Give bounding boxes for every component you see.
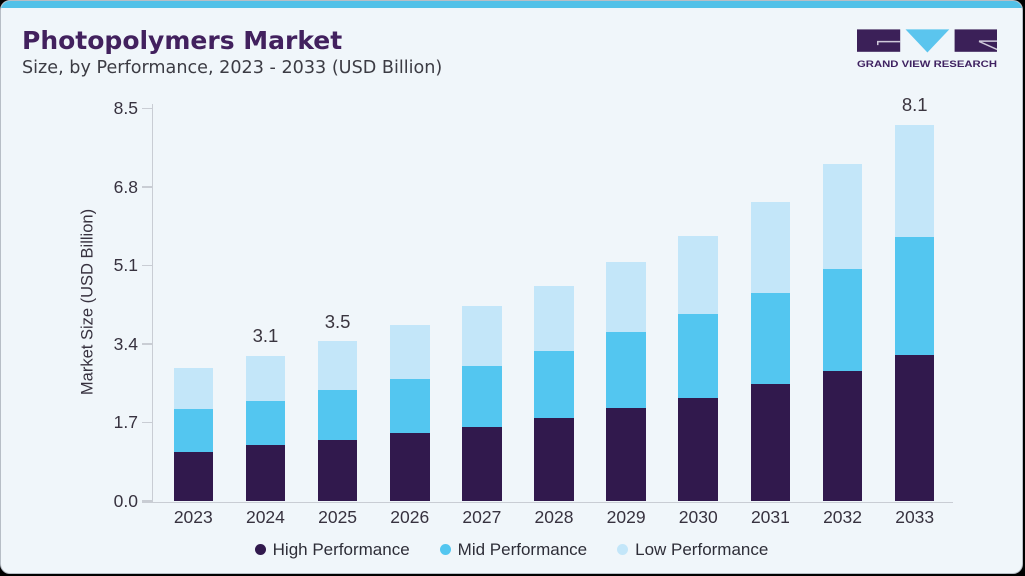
top-accent-strip (1, 1, 1022, 8)
x-axis-label-2026: 2026 (390, 506, 430, 527)
x-axis-label-2025: 2025 (318, 506, 358, 527)
bar-total-label-2033: 8.1 (901, 94, 928, 116)
bar-segment-mid-performance-2032 (822, 269, 863, 371)
bar-segment-mid-performance-2024 (245, 400, 286, 446)
logo-v-triangle (905, 29, 950, 53)
bar-segment-mid-performance-2029 (606, 332, 646, 409)
legend-item-high-performance: High Performance (254, 539, 410, 560)
bar-segment-low-performance-2030 (678, 235, 719, 314)
bar-segment-mid-performance-2023 (173, 409, 214, 452)
bar-segment-mid-performance-2027 (462, 366, 502, 427)
bar-segment-mid-performance-2028 (534, 350, 574, 418)
y-axis-line (151, 104, 154, 503)
x-axis-label-2028: 2028 (534, 506, 574, 527)
legend: High Performance Mid Performance Low Perfo… (1, 540, 1022, 560)
logo-g-stroke (877, 40, 901, 46)
bar-segment-high-performance-2033 (894, 354, 935, 501)
bar-segment-high-performance-2026 (389, 432, 430, 501)
x-axis-label-2023: 2023 (173, 506, 213, 527)
x-axis-line (142, 501, 953, 503)
legend-swatch-icon (254, 544, 266, 555)
bar-segment-mid-performance-2031 (750, 292, 791, 385)
bar-segment-mid-performance-2030 (678, 313, 719, 398)
bar-segment-mid-performance-2033 (894, 236, 935, 355)
bar-segment-mid-performance-2026 (389, 378, 430, 433)
bar-segment-high-performance-2024 (245, 445, 286, 501)
legend-swatch-icon (439, 544, 451, 555)
logo-r-stroke (978, 40, 997, 51)
y-axis-tick (142, 421, 153, 424)
bar-segment-low-performance-2031 (750, 202, 791, 293)
bar-segment-low-performance-2029 (606, 262, 646, 333)
y-axis-tick (142, 343, 153, 345)
bar-segment-low-performance-2025 (317, 341, 358, 391)
bar-segment-high-performance-2030 (678, 397, 719, 501)
x-axis-label-2033: 2033 (895, 506, 935, 527)
y-axis-title: Market Size (USD Billion) (78, 208, 97, 396)
bar-segment-high-performance-2025 (317, 440, 358, 501)
bar-segment-low-performance-2024 (245, 355, 286, 401)
bar-segment-low-performance-2023 (173, 368, 214, 410)
x-axis-label-2032: 2032 (823, 506, 863, 527)
x-axis-label-2030: 2030 (678, 506, 718, 527)
y-axis-tick-label: 5.1 (113, 255, 138, 276)
bar-total-label-2025: 3.5 (324, 310, 351, 332)
x-axis-label-2024: 2024 (245, 506, 285, 527)
bar-segment-high-performance-2032 (822, 370, 863, 501)
bar-total-label-2024: 3.1 (252, 325, 279, 347)
grand-view-research-logo: GRAND VIEW RESEARCH (857, 29, 997, 70)
legend-swatch-icon (617, 544, 629, 555)
bar-segment-low-performance-2033 (894, 124, 935, 237)
logo-wordmark: GRAND VIEW RESEARCH (857, 59, 997, 70)
bar-segment-high-performance-2023 (173, 451, 214, 501)
logo-g-block (857, 29, 901, 52)
y-axis-tick-label: 3.4 (113, 333, 138, 354)
y-axis-tick (142, 186, 153, 188)
x-axis-label-2029: 2029 (606, 506, 646, 527)
y-axis-tick-label: 0.0 (113, 491, 138, 511)
bar-segment-low-performance-2032 (822, 164, 863, 270)
y-axis-tick (142, 107, 153, 110)
chart-subtitle: Size, by Performance, 2023 - 2033 (USD B… (22, 58, 443, 78)
bar-segment-high-performance-2031 (750, 384, 791, 501)
x-axis-label-2031: 2031 (750, 506, 790, 527)
y-axis-tick (142, 500, 153, 502)
y-axis-tick-label: 6.8 (113, 176, 138, 197)
bar-segment-low-performance-2028 (534, 286, 574, 351)
legend-label: Mid Performance (457, 539, 588, 559)
y-axis-tick-label: 8.5 (113, 98, 138, 119)
logo-r-block (954, 29, 997, 52)
logo-mark (857, 29, 997, 53)
y-axis-tick (142, 264, 153, 267)
bar-segment-high-performance-2029 (606, 408, 646, 501)
bar-segment-high-performance-2028 (534, 417, 574, 501)
bar-segment-mid-performance-2025 (317, 390, 358, 441)
y-axis-tick-label: 1.7 (113, 412, 138, 433)
bar-segment-low-performance-2026 (389, 324, 430, 379)
chart-title: Photopolymers Market (22, 25, 343, 55)
legend-label: High Performance (272, 539, 410, 559)
bar-segment-high-performance-2027 (462, 426, 502, 501)
legend-item-mid-performance: Mid Performance (439, 539, 588, 560)
legend-item-low-performance: Low Performance (617, 540, 768, 560)
bar-segment-low-performance-2027 (462, 306, 502, 367)
legend-label: Low Performance (635, 539, 769, 559)
x-axis-label-2027: 2027 (462, 506, 502, 527)
